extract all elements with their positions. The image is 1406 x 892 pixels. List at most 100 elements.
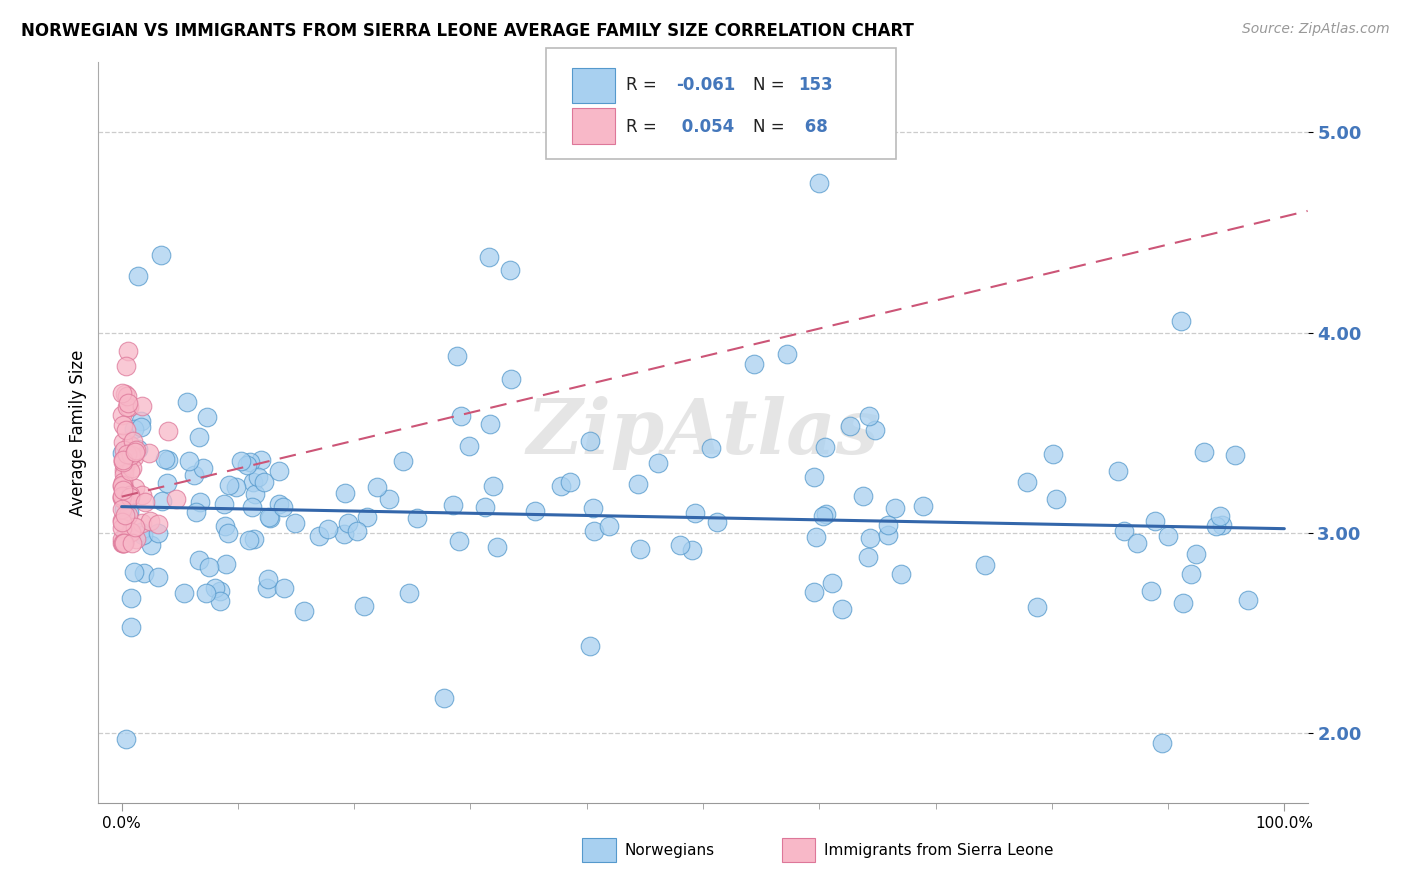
Point [157, 424, 180, 438]
Point [1192, 444, 1215, 458]
Point [647, 456, 669, 470]
Point [1185, 547, 1208, 561]
Point [120, 448, 142, 462]
Point [271, 500, 294, 515]
Point [446, 349, 468, 363]
Point [190, 495, 212, 509]
Point [156, 475, 179, 490]
Point [112, 442, 135, 457]
Point [114, 530, 136, 544]
Point [115, 732, 138, 747]
FancyBboxPatch shape [582, 838, 616, 862]
Point [148, 525, 170, 540]
Text: Immigrants from Sierra Leone: Immigrants from Sierra Leone [824, 843, 1053, 858]
Point [114, 387, 136, 401]
Point [217, 526, 239, 541]
Point [706, 516, 728, 530]
Point [776, 347, 799, 361]
Point [578, 434, 600, 449]
Point [118, 464, 141, 478]
Point [859, 531, 882, 545]
Point [257, 572, 280, 586]
Point [120, 620, 142, 634]
Point [821, 575, 844, 590]
Point [115, 401, 138, 415]
Point [256, 581, 278, 595]
Point [121, 535, 143, 549]
Point [111, 532, 134, 546]
Point [523, 504, 546, 518]
Point [441, 498, 464, 512]
Point [457, 440, 479, 454]
Point [122, 434, 145, 448]
Point [138, 446, 160, 460]
Point [112, 502, 135, 516]
Point [125, 442, 148, 457]
Point [811, 509, 834, 524]
Point [236, 458, 259, 472]
Point [378, 491, 401, 506]
Point [112, 535, 135, 549]
Point [131, 516, 153, 530]
Point [125, 533, 148, 547]
Point [247, 469, 270, 483]
Point [112, 535, 135, 549]
Point [122, 422, 145, 436]
Point [1171, 596, 1194, 610]
Point [858, 409, 880, 423]
Point [157, 453, 180, 467]
Point [252, 475, 274, 489]
Point [112, 535, 135, 549]
Point [118, 487, 141, 501]
Point [1205, 519, 1227, 533]
Point [831, 602, 853, 616]
Point [1211, 518, 1233, 533]
Point [111, 535, 134, 549]
Point [582, 500, 605, 515]
Point [111, 478, 134, 492]
Point [115, 447, 138, 461]
Point [122, 565, 145, 579]
Point [111, 513, 134, 527]
Point [120, 524, 142, 539]
Point [117, 344, 139, 359]
Point [1042, 447, 1064, 461]
Point [682, 543, 704, 558]
Point [117, 396, 139, 410]
Point [118, 400, 141, 414]
Point [877, 518, 900, 533]
Point [129, 524, 152, 539]
Point [124, 520, 146, 534]
Point [884, 500, 907, 515]
Point [150, 248, 173, 262]
Point [353, 599, 375, 613]
Point [229, 454, 252, 468]
Point [112, 463, 135, 477]
Point [499, 263, 522, 277]
Point [598, 519, 620, 533]
Point [803, 585, 825, 599]
Point [114, 508, 136, 522]
Point [242, 475, 264, 489]
Point [1150, 736, 1173, 750]
Y-axis label: Average Family Size: Average Family Size [69, 350, 87, 516]
Point [814, 507, 837, 521]
Point [803, 470, 825, 484]
Point [433, 690, 456, 705]
Point [877, 528, 900, 542]
Point [131, 488, 153, 502]
Point [115, 359, 138, 373]
Point [333, 486, 356, 500]
Point [485, 540, 508, 554]
Point [198, 559, 221, 574]
Point [284, 516, 307, 531]
Point [111, 535, 134, 549]
Point [111, 491, 134, 505]
Point [204, 581, 226, 595]
Point [111, 521, 134, 535]
Point [176, 394, 198, 409]
Point [273, 581, 295, 595]
FancyBboxPatch shape [546, 47, 897, 159]
Point [1107, 464, 1129, 478]
Point [214, 519, 236, 533]
